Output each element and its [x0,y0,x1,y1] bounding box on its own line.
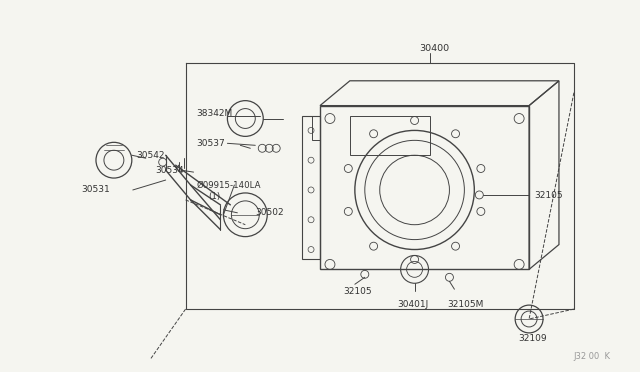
Text: 32105: 32105 [343,287,372,296]
Text: 32109: 32109 [518,334,547,343]
Text: (1): (1) [209,192,221,201]
Text: 30531: 30531 [81,186,110,195]
Text: Ø09915-140LA: Ø09915-140LA [196,180,261,189]
Text: 30401J: 30401J [397,299,429,309]
Text: 32105: 32105 [534,192,563,201]
Text: 30542: 30542 [136,151,164,160]
Text: 32105M: 32105M [447,299,484,309]
Text: 30534: 30534 [156,166,184,174]
Text: 30400: 30400 [420,44,450,52]
Text: J32 00  K: J32 00 K [573,352,611,361]
Text: 38342M: 38342M [196,109,233,118]
Text: 30537: 30537 [196,139,225,148]
Text: 30502: 30502 [255,208,284,217]
